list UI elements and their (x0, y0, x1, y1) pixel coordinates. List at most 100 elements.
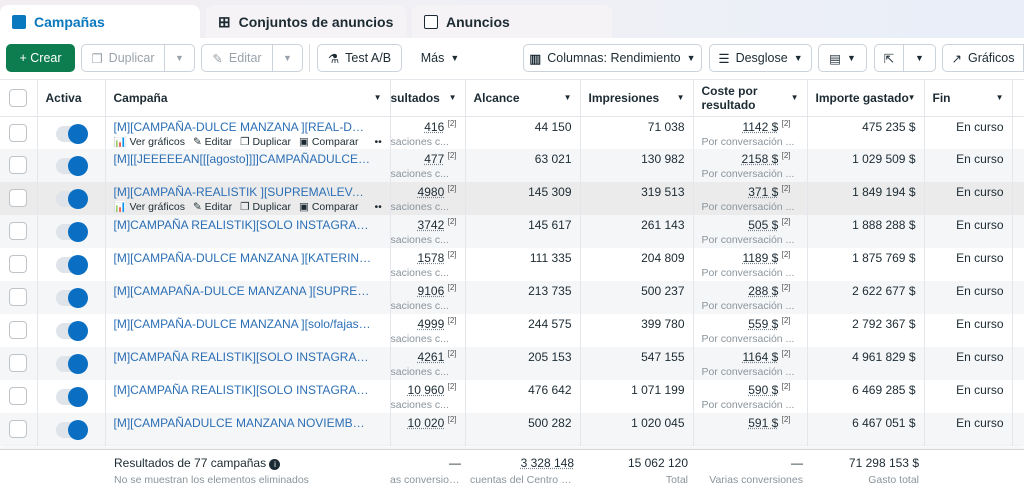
active-toggle[interactable] (56, 222, 88, 242)
results-value[interactable]: 3742 (417, 218, 445, 232)
row-checkbox[interactable] (9, 255, 28, 273)
results-value[interactable]: 4980 (417, 185, 445, 199)
duplicate-dropdown[interactable]: ▼ (164, 44, 195, 72)
duplicate-button[interactable]: ❐ Duplicar (81, 44, 165, 72)
more-actions-button[interactable]: ••• (374, 201, 382, 213)
campaign-name-link[interactable]: [M]CAMPAÑA REALISTIK][SOLO INSTAGRAM][FE… (113, 350, 382, 364)
view-charts-action[interactable]: 📊 Ver gráficos (113, 201, 185, 213)
row-checkbox[interactable] (9, 387, 28, 405)
table-row[interactable]: [M]CAMPAÑA REALISTIK][SOLO INSTAGRAM][FE… (0, 347, 1024, 380)
duplicate-action[interactable]: ❐ Duplicar (240, 201, 291, 213)
campaign-name-link[interactable]: [M]CAMPAÑA REALISTIK][SOLO INSTAGRAM][FE… (113, 218, 382, 232)
edit-button[interactable]: ✎ Editar (201, 44, 273, 72)
row-checkbox[interactable] (9, 189, 28, 207)
sort-caret-icon[interactable]: ▼ (448, 93, 457, 102)
campaign-name-link[interactable]: [M][CAMPAÑA-REALISTIK ][SUPREMA\LEVANTA … (113, 185, 382, 199)
tab-ads[interactable]: Anuncios (412, 5, 612, 38)
active-toggle[interactable] (56, 123, 88, 144)
campaign-name-link[interactable]: [M][CAMPAÑA-DULCE MANZANA ][solo/fajas] … (113, 317, 382, 331)
table-row[interactable]: [M][CAMPAÑADULCE MANZANA NOVIEMBRE] [FE.… (0, 413, 1024, 446)
compare-action[interactable]: ▣ Comparar (298, 135, 359, 148)
active-toggle[interactable] (56, 255, 88, 275)
active-toggle[interactable] (56, 354, 88, 374)
tab-campaigns[interactable]: Campañas (0, 5, 200, 38)
cost-value[interactable]: 371 $ (748, 185, 779, 199)
header-results[interactable]: sultados ▼ (390, 80, 466, 117)
sort-caret-icon[interactable]: ▼ (563, 93, 572, 102)
campaign-name-link[interactable]: [M][CAMPAÑA-DULCE MANZANA ][KATERIN\PELA… (113, 251, 382, 265)
ab-test-button[interactable]: ⚗ Test A/B (317, 44, 402, 72)
breakdown-button[interactable]: ☰ Desglose ▼ (709, 44, 812, 72)
active-toggle[interactable] (56, 189, 88, 209)
select-all-checkbox[interactable] (9, 88, 28, 107)
more-button[interactable]: Más ▼ (410, 44, 470, 72)
cost-value[interactable]: 591 $ (748, 416, 779, 430)
row-checkbox[interactable] (9, 420, 28, 438)
header-cost[interactable]: Coste por resultado ▼ (693, 80, 808, 117)
active-toggle[interactable] (56, 288, 88, 308)
cost-value[interactable]: 2158 $ (741, 152, 779, 166)
row-checkbox[interactable] (9, 288, 28, 306)
table-row[interactable]: [M][CAMPAÑA-REALISTIK ][SUPREMA\LEVANTA … (0, 182, 1024, 215)
results-value[interactable]: 416 (424, 119, 445, 134)
row-checkbox[interactable] (9, 222, 28, 240)
header-active[interactable]: Activa (37, 80, 106, 117)
sort-caret-icon[interactable]: ▼ (907, 93, 916, 102)
table-row[interactable]: [M][CAMPAÑA-DULCE MANZANA ][KATERIN\PELA… (0, 248, 1024, 281)
campaign-name-link[interactable]: [M]CAMPAÑA REALISTIK][SOLO INSTAGRAM][FE… (113, 383, 382, 397)
active-toggle[interactable] (56, 420, 88, 440)
campaign-name-link[interactable]: [M][CAMAPAÑA-DULCE MANZANA ][SUPREMA\LE.… (113, 284, 382, 298)
table-row[interactable]: [M]CAMPAÑA REALISTIK][SOLO INSTAGRAM][FE… (0, 215, 1024, 248)
header-campaign[interactable]: Campaña ▼ (105, 80, 391, 117)
header-reach[interactable]: Alcance ▼ (465, 80, 581, 117)
cost-value[interactable]: 288 $ (748, 284, 779, 298)
sort-caret-icon[interactable]: ▼ (676, 93, 685, 102)
compare-action[interactable]: ▣ Comparar (298, 201, 359, 213)
table-row[interactable]: [M][CAMPAÑA-DULCE MANZANA ][REAL-DX] [AB… (0, 116, 1024, 149)
campaign-name-link[interactable]: [M][CAMPAÑA-DULCE MANZANA ][REAL-DX] [AB… (113, 119, 382, 134)
header-impressions[interactable]: Impresiones ▼ (580, 80, 694, 117)
table-row[interactable]: [M][CAMAPAÑA-DULCE MANZANA ][SUPREMA\LE.… (0, 281, 1024, 314)
edit-action[interactable]: ✎ Editar (192, 135, 233, 148)
view-charts-action[interactable]: 📊 Ver gráficos (113, 135, 185, 148)
info-icon[interactable]: i (269, 459, 281, 470)
cost-value[interactable]: 505 $ (748, 218, 779, 232)
cost-value[interactable]: 559 $ (748, 317, 779, 331)
tab-ad-sets[interactable]: ⊞ Conjuntos de anuncios (206, 5, 406, 38)
results-value[interactable]: 10 020 (407, 416, 445, 430)
table-row[interactable]: [M][CAMPAÑA-DULCE MANZANA ][solo/fajas] … (0, 314, 1024, 347)
table-row[interactable]: [M]CAMPAÑA REALISTIK][SOLO INSTAGRAM][FE… (0, 380, 1024, 413)
header-end[interactable]: Fin ▼ (924, 80, 1013, 117)
export-button[interactable]: ⇱ (874, 44, 904, 72)
results-value[interactable]: 4999 (417, 317, 445, 331)
table-row[interactable]: [M][[JEEEEEAN[[[agosto]]]]CAMPAÑADULCE M… (0, 149, 1024, 182)
cost-value[interactable]: 1164 $ (742, 350, 779, 364)
cost-value[interactable]: 1189 $ (742, 251, 779, 265)
campaign-name-link[interactable]: [M][CAMPAÑADULCE MANZANA NOVIEMBRE] [FE.… (113, 416, 382, 430)
cost-value[interactable]: 590 $ (748, 383, 779, 397)
row-checkbox[interactable] (9, 156, 28, 174)
columns-button[interactable]: ▥ Columnas: Rendimiento ▼ (523, 44, 702, 72)
campaign-name-link[interactable]: [M][[JEEEEEAN[[[agosto]]]]CAMPAÑADULCE M… (113, 152, 382, 166)
results-value[interactable]: 1578 (417, 251, 445, 265)
results-value[interactable]: 4261 (417, 350, 445, 364)
reports-button[interactable]: ▤ ▼ (818, 44, 867, 72)
results-value[interactable]: 9106 (417, 284, 445, 298)
create-button[interactable]: + Crear (6, 44, 75, 72)
sort-caret-icon[interactable]: ▼ (373, 93, 382, 102)
more-actions-button[interactable]: ••• (374, 135, 382, 148)
results-value[interactable]: 10 960 (407, 383, 445, 397)
results-value[interactable]: 477 (424, 152, 445, 166)
export-dropdown[interactable]: ▼ (903, 44, 936, 72)
cost-value[interactable]: 1142 $ (742, 119, 779, 134)
charts-button[interactable]: ↗ Gráficos (942, 44, 1024, 72)
sort-caret-icon[interactable]: ▼ (995, 93, 1004, 102)
edit-dropdown[interactable]: ▼ (272, 44, 303, 72)
active-toggle[interactable] (56, 156, 88, 176)
row-checkbox[interactable] (9, 321, 28, 339)
header-spent[interactable]: Importe gastado ▼ (807, 80, 925, 117)
active-toggle[interactable] (56, 387, 88, 407)
duplicate-action[interactable]: ❐ Duplicar (240, 135, 291, 148)
active-toggle[interactable] (56, 321, 88, 341)
edit-action[interactable]: ✎ Editar (192, 201, 233, 213)
